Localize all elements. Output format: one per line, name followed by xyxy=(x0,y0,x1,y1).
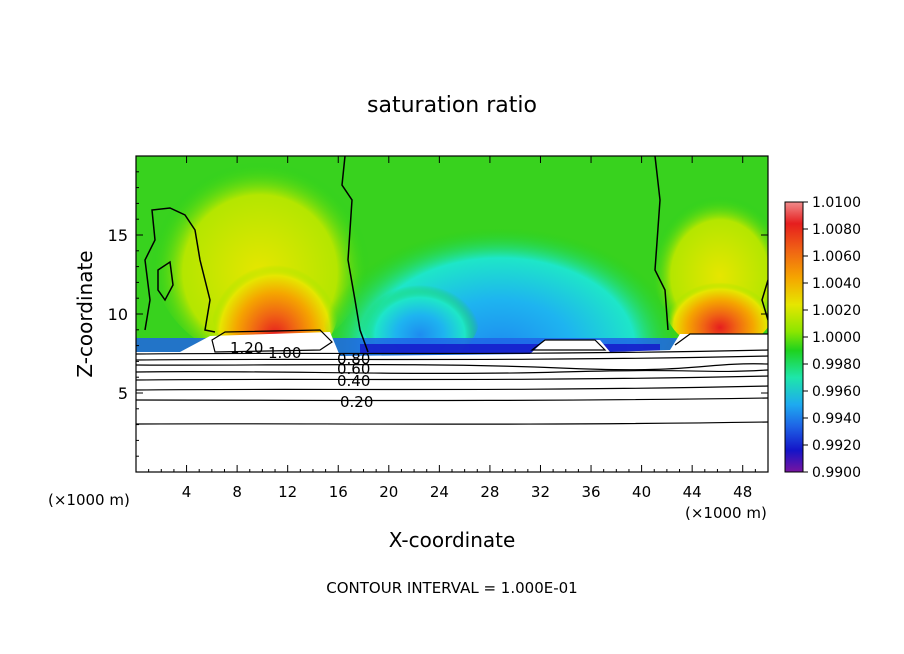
contour-label: 1.20 xyxy=(230,339,263,357)
x-tick-label: 48 xyxy=(733,483,752,501)
colorbar-tick-label: 1.0100 xyxy=(812,195,861,211)
colorbar-ticks: 1.0100 1.0080 1.0060 1.0040 1.0020 1.0000 0.99… xyxy=(803,195,861,481)
contour-label: 0.80 xyxy=(337,350,370,368)
x-tick-label: 36 xyxy=(581,483,600,501)
colorbar-tick-label: 1.0040 xyxy=(812,276,861,292)
colorbar-tick-label: 0.9940 xyxy=(812,411,861,427)
y-axis-title: Z-coordinate xyxy=(73,250,97,377)
colorbar-tick-label: 1.0060 xyxy=(812,249,861,265)
contour-label: 1.00 xyxy=(268,344,301,362)
chart-title: saturation ratio xyxy=(367,93,537,118)
x-tick-label: 16 xyxy=(329,483,348,501)
contour-labels: 1.20 1.00 0.80 0.60 0.40 0.20 xyxy=(230,339,373,411)
y-axis: 5 10 15 xyxy=(108,171,768,457)
colorbar-tick-label: 0.9920 xyxy=(812,438,861,454)
x-axis-title: X-coordinate xyxy=(389,528,516,552)
x-tick-label: 40 xyxy=(632,483,651,501)
colorbar-tick-label: 0.9980 xyxy=(812,357,861,373)
x-unit-left: (×1000 m) xyxy=(48,491,130,509)
x-tick-label: 44 xyxy=(683,483,702,501)
y-tick-label: 15 xyxy=(108,226,128,245)
colorbar-tick-label: 0.9900 xyxy=(812,465,861,481)
x-tick-label: 28 xyxy=(480,483,499,501)
contour-label: 0.40 xyxy=(337,372,370,390)
colorbar-tick-label: 1.0000 xyxy=(812,330,861,346)
x-tick-label: 12 xyxy=(278,483,297,501)
colorbar-tick-label: 1.0080 xyxy=(812,222,861,238)
colorbar-tick-label: 1.0020 xyxy=(812,303,861,319)
colorbar-gradient xyxy=(784,201,804,473)
x-tick-label: 4 xyxy=(182,483,192,501)
colorbar-tick-label: 0.9960 xyxy=(812,384,861,400)
x-tick-label: 32 xyxy=(531,483,550,501)
x-tick-label: 8 xyxy=(232,483,242,501)
x-tick-label: 24 xyxy=(430,483,449,501)
y-tick-label: 10 xyxy=(108,305,128,324)
x-unit-right: (×1000 m) xyxy=(685,504,767,522)
contour-interval-note: CONTOUR INTERVAL = 1.000E-01 xyxy=(326,579,577,597)
contour-label: 0.60 xyxy=(337,360,370,378)
colorbar: 1.0100 1.0080 1.0060 1.0040 1.0020 1.0000 0.99… xyxy=(784,195,861,481)
y-tick-label: 5 xyxy=(118,384,128,403)
contour-label: 0.20 xyxy=(340,393,373,411)
x-axis: 4 8 12 16 20 24 28 32 36 40 44 48 xyxy=(148,156,756,501)
heatmap-field: 1.20 1.00 0.80 0.60 0.40 0.20 xyxy=(136,156,768,472)
x-tick-label: 20 xyxy=(379,483,398,501)
